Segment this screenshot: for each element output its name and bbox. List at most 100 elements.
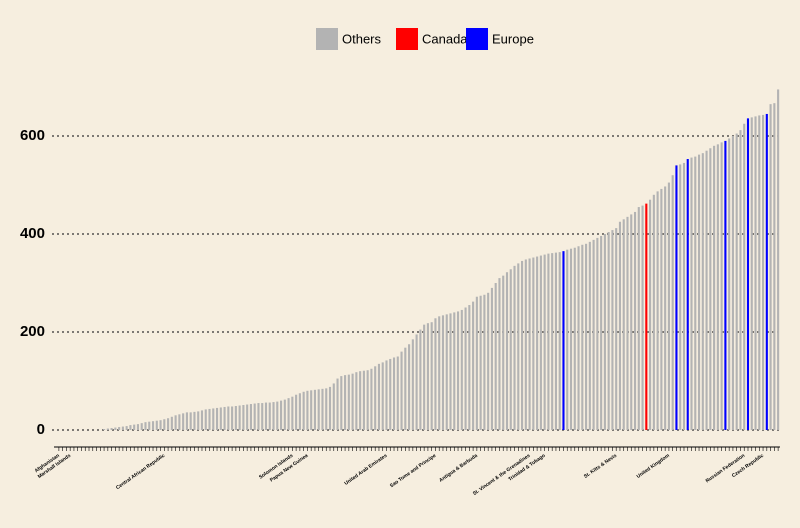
bar [212,408,215,430]
legend-swatch [466,28,488,50]
bar [434,318,437,430]
bar [121,426,124,430]
bar [441,315,445,430]
bar [411,339,414,430]
bar [366,370,369,430]
x-tick-label: St. Vincent & the Grenadines [472,453,532,497]
bar [686,159,689,430]
bar [705,150,708,430]
bar [667,182,670,430]
bar [675,165,678,430]
bar [415,334,418,430]
bar [777,89,780,430]
bar [103,429,106,430]
bar [524,259,527,430]
bar [475,296,478,430]
bar [246,404,249,430]
bar [536,256,539,430]
bar [231,406,234,430]
x-tick-label: United Arab Emirates [343,453,388,487]
bar [321,388,324,430]
y-tick-label: 0 [37,421,45,438]
x-tick-label: Antigua & Barbuda [438,453,479,484]
bar [182,413,185,430]
bar [611,230,614,430]
bar [223,406,226,430]
bar [743,123,746,430]
bar [174,415,177,430]
bar [566,249,569,430]
bar [261,403,264,430]
bar [562,251,565,430]
bar [253,403,256,430]
bar [249,404,252,430]
bar [204,409,207,430]
bar [328,386,332,430]
bar [167,418,170,430]
bar [521,260,524,430]
legend-swatch [316,28,338,50]
bar [652,194,655,430]
bar [728,138,731,430]
bar [114,427,117,430]
bar [633,211,637,430]
bar [423,324,426,430]
bar [351,373,354,430]
bar [554,252,557,430]
bar [283,399,286,430]
bar [419,329,422,430]
bar [310,390,313,430]
bar [336,378,339,430]
bar [374,366,377,430]
legend-label: Europe [492,31,534,46]
bar [596,237,599,430]
bar [697,154,701,430]
bar [133,424,136,430]
bar [671,175,674,430]
bar [618,221,622,430]
bar [276,401,279,430]
bar [400,351,403,430]
bar [129,425,132,430]
bar [532,257,535,430]
bar [773,103,776,431]
bar [716,144,719,430]
bar [295,394,298,430]
bar [577,246,580,430]
bar [649,199,652,430]
bar [731,136,734,430]
bar [472,301,475,430]
x-tick-label: Sao Tome and Principe [389,453,438,490]
bar [340,376,343,430]
bar [257,403,260,430]
bar [317,389,320,430]
bar [272,402,275,430]
bar [389,358,392,430]
bar [739,130,742,430]
x-tick-label: United Kingdom [636,452,672,479]
bar [573,247,576,430]
bar [558,252,561,430]
bar [355,372,358,430]
bar [136,424,140,430]
bar [746,118,750,431]
bar [735,133,738,431]
bar [517,263,520,430]
bar [385,360,388,430]
bar [626,216,629,430]
bar [332,383,335,430]
bar [664,186,667,430]
bar [306,390,309,430]
bar [445,314,448,430]
bar [460,309,463,430]
bar [622,219,625,430]
bar [694,156,697,430]
bar [679,164,682,431]
bar [362,370,365,430]
bar [494,283,497,430]
bar [701,153,704,430]
bar [750,117,753,430]
bar [509,269,512,430]
bar [370,368,373,430]
